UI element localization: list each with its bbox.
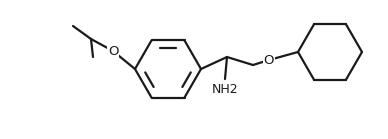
Text: O: O [108,44,118,58]
Text: O: O [264,54,274,66]
Text: NH2: NH2 [212,83,238,96]
